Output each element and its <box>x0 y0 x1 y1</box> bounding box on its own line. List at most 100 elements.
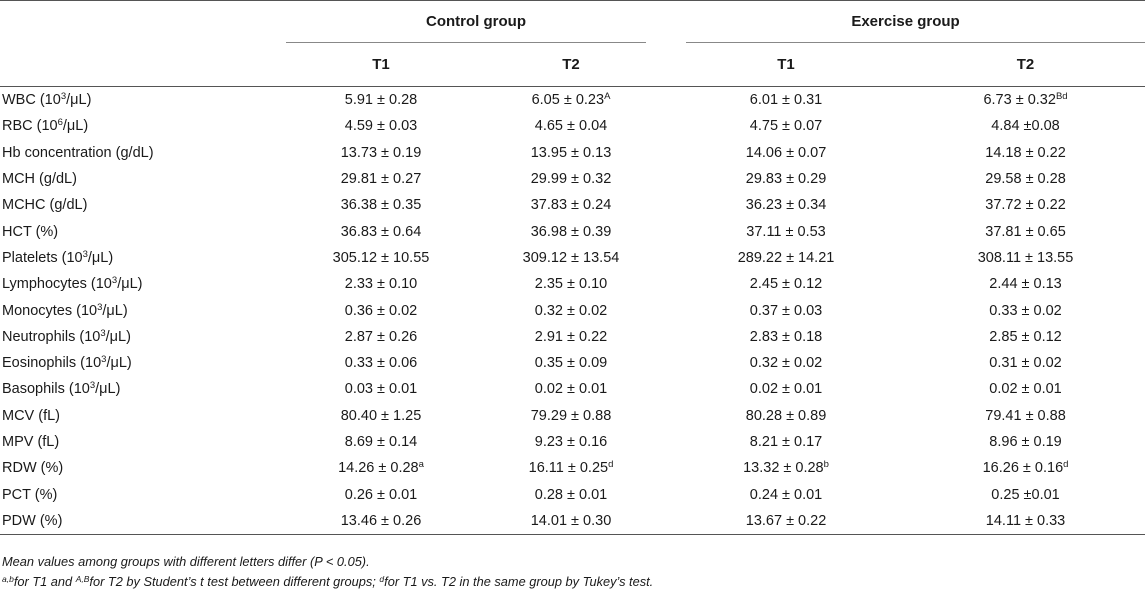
value-cell: 37.83 ± 0.24 <box>476 192 666 218</box>
row-label: Neutrophils (103/μL) <box>0 324 286 350</box>
row-label-unit: /μL) <box>66 92 92 109</box>
exercise-t2-header: T2 <box>1016 56 1035 73</box>
value-cell: 4.65 ± 0.04 <box>476 113 666 139</box>
value-text: 0.37 ± 0.03 <box>749 302 823 319</box>
value-cell: 289.22 ± 14.21 <box>666 245 906 271</box>
exercise-group-label: Exercise group <box>851 13 960 30</box>
value-text: 4.75 ± 0.07 <box>749 118 823 135</box>
value-text: 14.18 ± 0.22 <box>985 144 1066 161</box>
value-cell: 13.32 ± 0.28b <box>666 455 906 481</box>
value-text: 0.36 ± 0.02 <box>344 302 418 319</box>
table-row: MCV (fL) 80.40 ± 1.25 79.29 ± 0.88 80.28 ± … <box>0 403 1145 429</box>
exercise-group-header: Exercise group <box>666 0 1145 43</box>
value-cell: 2.45 ± 0.12 <box>666 271 906 297</box>
row-label-text: PCT (%) <box>2 486 58 503</box>
value-text: 289.22 ± 14.21 <box>737 249 835 266</box>
significance-letter: d <box>1063 459 1069 471</box>
value-cell: 4.84 ±0.08 <box>906 113 1145 139</box>
value-text: 36.23 ± 0.34 <box>745 197 827 214</box>
value-text: 2.44 ± 0.13 <box>989 276 1062 293</box>
value-text: 4.84 ±0.08 <box>991 118 1060 135</box>
footnote-text-1: for T1 and <box>13 574 76 589</box>
table-row: Basophils (103/μL) 0.03 ± 0.01 0.02 ± 0.01… <box>0 376 1145 402</box>
table-row: RBC (106/μL) 4.59 ± 0.03 4.65 ± 0.04 4.75 ±… <box>0 113 1145 139</box>
row-label-text: RDW (%) <box>2 460 64 477</box>
value-text: 2.45 ± 0.12 <box>749 276 823 293</box>
value-text: 14.26 ± 0.28 <box>338 460 419 477</box>
table-row: Hb concentration (g/dL) 13.73 ± 0.19 13.95… <box>0 140 1145 166</box>
value-text: 37.81 ± 0.65 <box>985 223 1066 240</box>
value-cell: 36.83 ± 0.64 <box>286 218 476 244</box>
value-text: 36.83 ± 0.64 <box>340 223 422 240</box>
value-text: 6.73 ± 0.32 <box>983 92 1056 109</box>
value-cell: 9.23 ± 0.16 <box>476 429 666 455</box>
row-label-unit: /μL) <box>95 381 121 398</box>
value-cell: 29.99 ± 0.32 <box>476 166 666 192</box>
value-cell: 6.01 ± 0.31 <box>666 87 906 113</box>
table-row: PCT (%) 0.26 ± 0.01 0.28 ± 0.01 0.24 ± 0.01… <box>0 481 1145 507</box>
value-text: 36.98 ± 0.39 <box>530 223 612 240</box>
value-text: 309.12 ± 13.54 <box>522 249 620 266</box>
value-cell: 0.36 ± 0.02 <box>286 297 476 323</box>
row-label-exponent: 3 <box>100 327 106 339</box>
row-label: Eosinophils (103/μL) <box>0 350 286 376</box>
value-text: 37.83 ± 0.24 <box>530 197 612 214</box>
value-text: 80.28 ± 0.89 <box>745 407 827 424</box>
header-blank <box>0 0 286 43</box>
hematology-table: Control group Exercise group T1 T2 T1 T2… <box>0 0 1145 536</box>
value-text: 2.85 ± 0.12 <box>989 328 1062 345</box>
value-cell: 0.33 ± 0.02 <box>906 297 1145 323</box>
value-text: 36.38 ± 0.35 <box>340 197 422 214</box>
row-label-text: Monocytes (10 <box>2 302 98 319</box>
row-label: Platelets (103/μL) <box>0 245 286 271</box>
value-cell: 305.12 ± 10.55 <box>286 245 476 271</box>
value-text: 9.23 ± 0.16 <box>534 434 608 450</box>
header-blank-2 <box>0 43 286 86</box>
header-separator <box>0 86 1145 87</box>
row-label-unit: /μL) <box>87 249 114 266</box>
value-text: 4.59 ± 0.03 <box>344 118 418 135</box>
row-label: RDW (%) <box>0 455 286 481</box>
value-cell: 4.75 ± 0.07 <box>666 113 906 139</box>
row-label-text: MCH (g/dL) <box>2 171 77 188</box>
row-label: Lymphocytes (103/μL) <box>0 271 286 297</box>
value-text: 0.33 ± 0.02 <box>989 302 1062 319</box>
value-text: 0.26 ± 0.01 <box>344 486 418 503</box>
value-text: 0.02 ± 0.01 <box>989 381 1062 398</box>
table-row: RDW (%) 14.26 ± 0.28a 16.11 ± 0.25 d 13.32 ±… <box>0 455 1145 481</box>
table-row: Monocytes (103/μL) 0.36 ± 0.02 0.32 ± 0.02… <box>0 297 1145 323</box>
row-label-exponent: 3 <box>101 354 107 366</box>
control-group-label: Control group <box>426 13 526 30</box>
value-cell: 13.95 ± 0.13 <box>476 140 666 166</box>
row-label-exponent: 3 <box>97 301 103 313</box>
table-row: MPV (fL) 8.69 ± 0.14 9.23 ± 0.16 8.21 ± 0.1… <box>0 429 1145 455</box>
value-cell: 2.91 ± 0.22 <box>476 324 666 350</box>
row-label-unit: /μL) <box>102 302 128 319</box>
value-text: 13.67 ± 0.22 <box>745 512 827 529</box>
control-t2-header: T2 <box>562 56 580 73</box>
value-cell: 80.40 ± 1.25 <box>286 403 476 429</box>
value-cell: 2.44 ± 0.13 <box>906 271 1145 297</box>
value-cell: 37.72 ± 0.22 <box>906 192 1145 218</box>
value-cell: 5.91 ± 0.28 <box>286 87 476 113</box>
value-text: 0.32 ± 0.02 <box>534 302 608 319</box>
value-cell: 37.11 ± 0.53 <box>666 218 906 244</box>
value-text: 0.28 ± 0.01 <box>534 486 608 503</box>
table-row: Lymphocytes (103/μL) 2.33 ± 0.10 2.35 ± 0.… <box>0 271 1145 297</box>
row-label: Basophils (103/μL) <box>0 376 286 402</box>
significance-letter: b <box>823 459 829 471</box>
value-cell: 14.26 ± 0.28a <box>286 455 476 481</box>
row-label-text: RBC (10 <box>2 118 58 135</box>
value-cell: 0.33 ± 0.06 <box>286 350 476 376</box>
value-cell: 0.32 ± 0.02 <box>666 350 906 376</box>
value-cell: 0.02 ± 0.01 <box>666 376 906 402</box>
value-cell: 79.29 ± 0.88 <box>476 403 666 429</box>
value-text: 16.11 ± 0.25 <box>528 460 609 477</box>
value-text: 0.25 ±0.01 <box>991 486 1060 503</box>
table-row: MCHC (g/dL) 36.38 ± 0.35 37.83 ± 0.24 36.23… <box>0 192 1145 218</box>
value-text: 8.21 ± 0.17 <box>749 434 823 450</box>
row-label: PDW (%) <box>0 507 286 536</box>
value-text: 29.83 ± 0.29 <box>745 171 827 188</box>
row-label: PCT (%) <box>0 481 286 507</box>
